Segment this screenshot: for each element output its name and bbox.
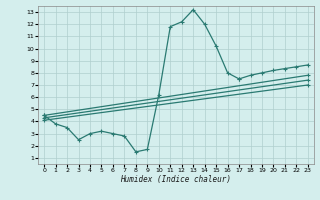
X-axis label: Humidex (Indice chaleur): Humidex (Indice chaleur)	[121, 175, 231, 184]
